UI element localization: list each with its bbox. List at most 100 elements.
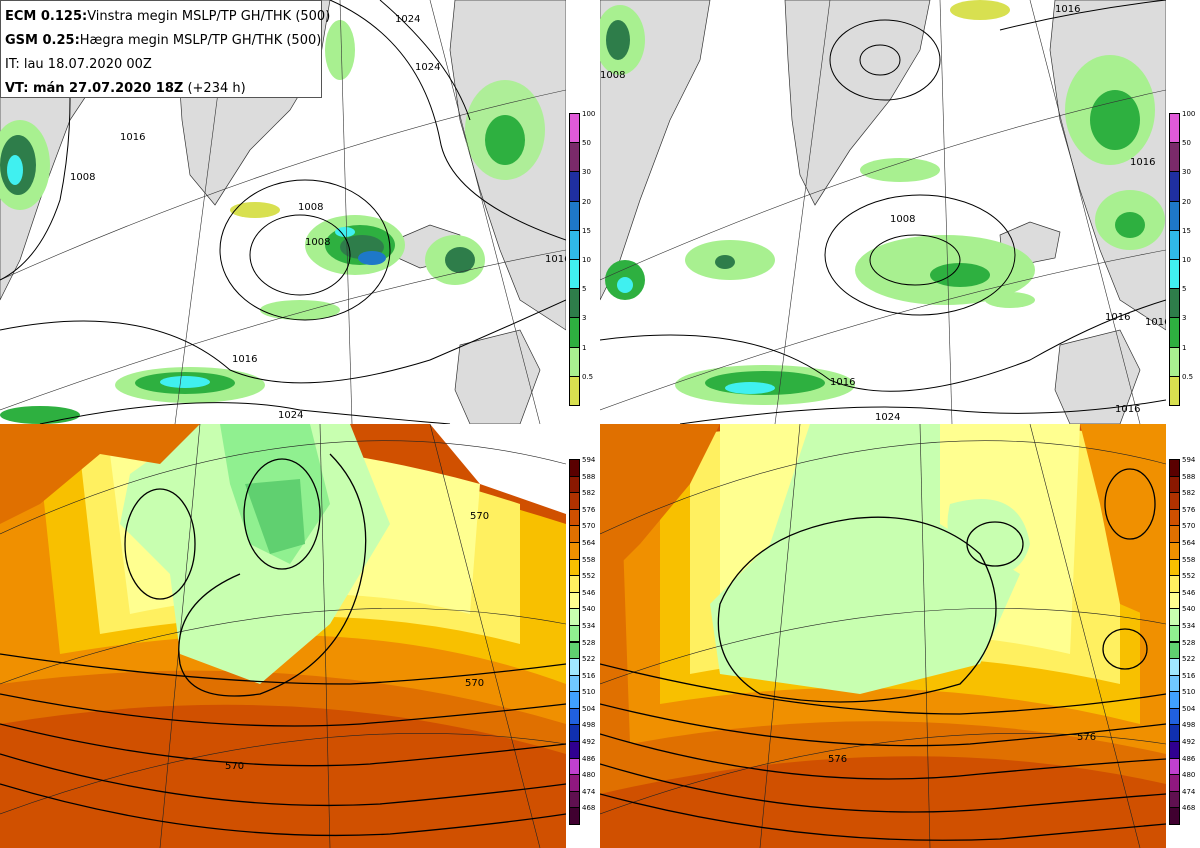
colorbar-label: 582 <box>582 489 596 498</box>
valid-time: VT: mán 27.07.2020 18Z (+234 h) <box>5 81 246 96</box>
colorbar-label: 20 <box>1182 197 1191 206</box>
colorbar-swatch <box>1169 741 1180 759</box>
colorbar-label: 510 <box>582 688 596 697</box>
colorbar-label: 5 <box>582 285 587 294</box>
isobar-label: 1008 <box>70 172 95 183</box>
colorbar-swatch <box>1169 757 1180 776</box>
gh-colorbar-right: 594 588 582 576 570 564 558 552 546 540 534 528 522 5… <box>1167 456 1200 825</box>
colorbar-label: 486 <box>1182 754 1196 763</box>
colorbar-swatch <box>569 171 580 202</box>
colorbar-swatch <box>1169 259 1180 290</box>
precip-areas <box>0 20 545 424</box>
colorbar-label: 522 <box>582 655 596 664</box>
colorbar-swatch <box>1169 641 1180 660</box>
init-time: IT: lau 18.07.2020 00Z <box>5 57 152 72</box>
contour-label: 576 <box>1077 732 1096 743</box>
colorbar-swatch <box>569 807 580 825</box>
colorbar-swatch <box>569 608 580 626</box>
colorbar-swatch <box>569 591 580 610</box>
colorbar-label: 50 <box>1182 139 1191 148</box>
colorbar-label: 468 <box>582 804 596 813</box>
colorbar-swatch <box>1169 492 1180 510</box>
colorbar-label: 588 <box>1182 472 1196 481</box>
colorbar-label: 510 <box>1182 688 1196 697</box>
colorbar-swatch <box>569 113 580 144</box>
colorbar-label: 540 <box>582 605 596 614</box>
colorbar-label: 582 <box>1182 489 1196 498</box>
colorbar-swatch <box>1169 541 1180 560</box>
isobar-label: 1024 <box>875 412 900 423</box>
colorbar-swatch <box>1169 475 1180 494</box>
colorbar-label: 594 <box>1182 456 1196 464</box>
colorbar-swatch <box>569 142 580 173</box>
isobar-label: 1008 <box>890 214 915 225</box>
colorbar-label: 552 <box>1182 572 1196 581</box>
colorbar-swatch <box>1169 624 1180 643</box>
precip-areas <box>600 0 1165 405</box>
gsm-mslp-map: 1016 1008 1008 1016 1016 1016 1024 1016 … <box>600 0 1166 424</box>
colorbar-label: 468 <box>1182 804 1196 813</box>
contour-label: 576 <box>828 754 847 765</box>
colorbar-label: 594 <box>582 456 596 464</box>
colorbar-label: 534 <box>582 621 596 630</box>
colorbar-swatch <box>1169 525 1180 543</box>
colorbar-swatch <box>1169 317 1180 348</box>
colorbar-swatch <box>1169 346 1180 377</box>
colorbar-swatch <box>1169 674 1180 693</box>
colorbar-label: 15 <box>582 226 591 235</box>
colorbar-swatch <box>1169 807 1180 825</box>
colorbar-swatch <box>1169 113 1180 144</box>
colorbar-swatch <box>569 492 580 510</box>
colorbar-swatch <box>1169 229 1180 260</box>
colorbar-label: 0.5 <box>1182 372 1194 381</box>
colorbar-label: 564 <box>1182 538 1196 547</box>
isobar-label: 1024 <box>415 62 440 73</box>
colorbar-label: 528 <box>582 638 596 647</box>
colorbar-label: 480 <box>1182 771 1196 780</box>
colorbar-label: 3 <box>1182 314 1187 323</box>
colorbar-label: 480 <box>582 771 596 780</box>
colorbar-swatch <box>1169 724 1180 743</box>
colorbar-label: 474 <box>582 787 596 796</box>
colorbar-swatch <box>569 259 580 290</box>
colorbar-label: 10 <box>582 256 591 264</box>
precip-colorbar-left: 100 50 30 20 15 10 5 3 1 0.5 <box>567 110 601 406</box>
colorbar-label: 486 <box>582 754 596 763</box>
colorbar-label: 10 <box>1182 256 1191 264</box>
colorbar-label: 546 <box>582 588 596 597</box>
colorbar-swatch <box>1169 375 1180 406</box>
isobar-label: 1016 <box>1105 312 1130 323</box>
ecm-line: ECM 0.125:Vinstra megin MSLP/TP GH/THK (… <box>5 9 331 24</box>
colorbar-swatch <box>1169 774 1180 792</box>
precip-colorbar-right: 100 50 30 20 15 10 5 3 1 0.5 <box>1167 110 1200 406</box>
colorbar-swatch <box>569 200 580 231</box>
colorbar-label: 474 <box>1182 787 1196 796</box>
colorbar-label: 516 <box>1182 671 1196 680</box>
colorbar-label: 540 <box>1182 605 1196 614</box>
colorbar-swatch <box>1169 508 1180 527</box>
colorbar-label: 534 <box>1182 621 1196 630</box>
britain-land <box>1054 329 1141 424</box>
colorbar-label: 492 <box>1182 738 1196 747</box>
colorbar-swatch <box>569 790 580 809</box>
colorbar-label: 1 <box>1182 343 1187 352</box>
colorbar-swatch <box>1169 591 1180 610</box>
colorbar-label: 5 <box>1182 285 1187 294</box>
isobar-label: 1024 <box>278 410 303 421</box>
colorbar-label: 522 <box>1182 655 1196 664</box>
colorbar-label: 570 <box>582 522 596 531</box>
colorbar-label: 30 <box>582 168 591 177</box>
gh-colorbar-left: 594 588 582 576 570 564 558 552 546 540 534 528 522 5… <box>567 456 601 825</box>
colorbar-label: 30 <box>1182 168 1191 177</box>
contour-label: 570 <box>225 761 244 772</box>
colorbar-swatch <box>569 774 580 792</box>
colorbar-swatch <box>1169 558 1180 577</box>
isobar-label: 1024 <box>395 14 420 25</box>
colorbar-label: 576 <box>1182 505 1196 514</box>
colorbar-swatch <box>569 317 580 348</box>
colorbar-swatch <box>569 641 580 660</box>
colorbar-label: 558 <box>582 555 596 564</box>
colorbar-swatch <box>1169 200 1180 231</box>
isobar-label: 1008 <box>298 202 323 213</box>
colorbar-swatch <box>1169 707 1180 726</box>
